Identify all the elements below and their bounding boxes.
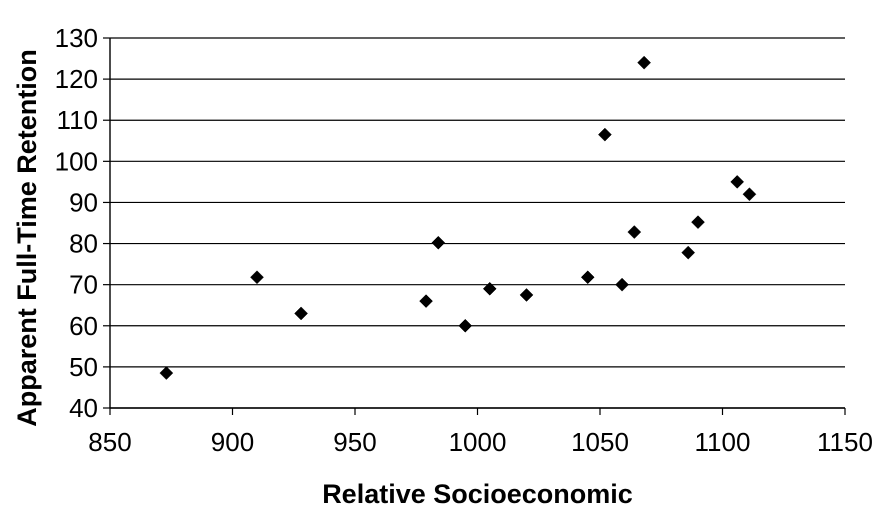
x-tick-label: 900: [211, 427, 254, 457]
x-tick-label: 850: [88, 427, 131, 457]
x-tick-labels: 850 900 950 1000 1050 1100 1150: [88, 427, 873, 457]
y-tick-label: 80: [69, 229, 98, 259]
y-tick-labels: 40 50 60 70 80 90 100 110 120 130: [55, 23, 98, 423]
y-tick-label: 100: [55, 146, 98, 176]
x-tick-label: 1050: [571, 427, 629, 457]
data-point: [580, 270, 595, 285]
data-point: [431, 235, 446, 250]
data-point: [691, 215, 705, 230]
x-tick-label: 1000: [449, 427, 507, 457]
y-tick-label: 90: [69, 187, 98, 217]
axes: [103, 37, 846, 415]
data-point: [637, 55, 651, 70]
y-tick-label: 40: [69, 393, 98, 423]
gridlines: [110, 37, 845, 409]
data-point: [482, 281, 497, 296]
data-point: [742, 187, 757, 202]
data-point: [598, 127, 612, 142]
y-tick-label: 50: [69, 352, 98, 382]
data-point: [159, 366, 174, 380]
data-point: [419, 294, 433, 308]
data-point: [730, 175, 745, 189]
y-tick-label: 130: [55, 23, 98, 53]
x-axis-title: Relative Socioeconomic: [322, 479, 633, 509]
y-tick-label: 70: [69, 270, 98, 300]
data-point: [458, 318, 473, 333]
data-points: [159, 55, 757, 380]
y-tick-label: 120: [55, 64, 98, 94]
data-point: [519, 288, 534, 302]
x-tick-label: 1100: [695, 427, 751, 457]
data-point: [681, 245, 696, 260]
data-point: [250, 270, 264, 285]
y-axis-title: Apparent Full-Time Retention: [12, 49, 42, 427]
x-tick-label: 950: [333, 427, 376, 457]
y-tick-label: 110: [57, 105, 98, 135]
data-point: [294, 306, 308, 321]
data-point: [615, 277, 629, 292]
y-tick-label: 60: [69, 311, 98, 341]
x-tick-label: 1150: [817, 427, 873, 457]
data-point: [627, 225, 642, 239]
